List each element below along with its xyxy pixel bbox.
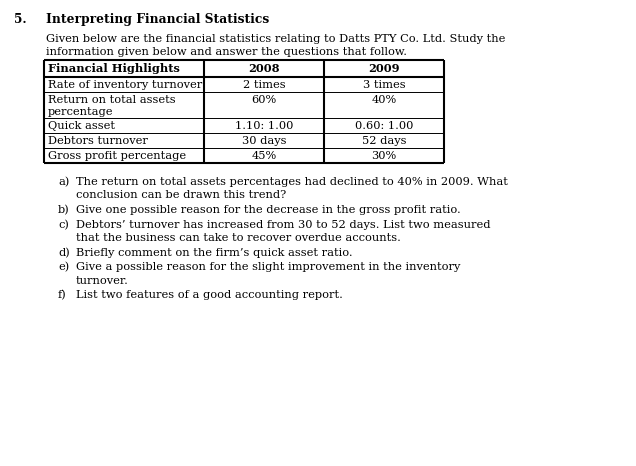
Text: b): b) <box>58 205 70 215</box>
Text: turnover.: turnover. <box>76 275 129 286</box>
Text: 60%: 60% <box>251 95 277 105</box>
Text: Gross profit percentage: Gross profit percentage <box>48 151 186 161</box>
Text: Rate of inventory turnover: Rate of inventory turnover <box>48 80 202 90</box>
Text: e): e) <box>58 262 69 272</box>
Text: 3 times: 3 times <box>363 80 405 90</box>
Text: conclusion can be drawn this trend?: conclusion can be drawn this trend? <box>76 191 286 200</box>
Text: Give one possible reason for the decrease in the gross profit ratio.: Give one possible reason for the decreas… <box>76 205 460 215</box>
Text: The return on total assets percentages had declined to 40% in 2009. What: The return on total assets percentages h… <box>76 177 508 187</box>
Text: 30%: 30% <box>371 151 397 161</box>
Text: 40%: 40% <box>371 95 397 105</box>
Text: Return on total assets: Return on total assets <box>48 95 176 105</box>
Text: 5.: 5. <box>14 13 27 26</box>
Text: information given below and answer the questions that follow.: information given below and answer the q… <box>46 47 407 57</box>
Text: 1.10: 1.00: 1.10: 1.00 <box>235 121 293 131</box>
Text: 2 times: 2 times <box>243 80 286 90</box>
Text: that the business can take to recover overdue accounts.: that the business can take to recover ov… <box>76 233 401 243</box>
Text: Debtors’ turnover has increased from 30 to 52 days. List two measured: Debtors’ turnover has increased from 30 … <box>76 219 490 229</box>
Text: Quick asset: Quick asset <box>48 121 115 131</box>
Text: Interpreting Financial Statistics: Interpreting Financial Statistics <box>46 13 269 26</box>
Text: Give a possible reason for the slight improvement in the inventory: Give a possible reason for the slight im… <box>76 262 460 272</box>
Text: 45%: 45% <box>251 151 277 161</box>
Text: Given below are the financial statistics relating to Datts PTY Co. Ltd. Study th: Given below are the financial statistics… <box>46 34 506 44</box>
Text: 0.60: 1.00: 0.60: 1.00 <box>355 121 413 131</box>
Text: Financial Highlights: Financial Highlights <box>48 63 180 74</box>
Text: 2008: 2008 <box>248 63 280 74</box>
Text: percentage: percentage <box>48 107 113 117</box>
Text: f): f) <box>58 290 67 300</box>
Text: d): d) <box>58 247 70 258</box>
Text: List two features of a good accounting report.: List two features of a good accounting r… <box>76 290 343 300</box>
Text: 52 days: 52 days <box>362 136 406 146</box>
Text: Debtors turnover: Debtors turnover <box>48 136 148 146</box>
Text: a): a) <box>58 177 69 187</box>
Text: 30 days: 30 days <box>242 136 286 146</box>
Text: c): c) <box>58 219 69 230</box>
Text: Briefly comment on the firm’s quick asset ratio.: Briefly comment on the firm’s quick asse… <box>76 247 352 258</box>
Text: 2009: 2009 <box>368 63 400 74</box>
